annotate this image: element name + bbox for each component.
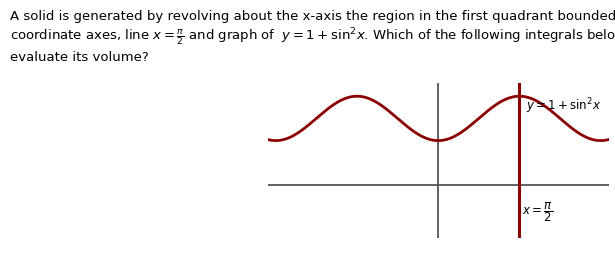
Text: coordinate axes, line $x = \frac{\pi}{2}$ and graph of  $y = 1 + \sin^2\!x$. Whi: coordinate axes, line $x = \frac{\pi}{2}… (10, 27, 615, 48)
Text: $y = 1 + \sin^2\!x$: $y = 1 + \sin^2\!x$ (526, 96, 601, 116)
Text: A solid is generated by revolving about the x-axis the region in the first quadr: A solid is generated by revolving about … (10, 10, 615, 23)
Text: evaluate its volume?: evaluate its volume? (10, 51, 149, 64)
Text: $x = \dfrac{\pi}{2}$: $x = \dfrac{\pi}{2}$ (522, 200, 553, 224)
